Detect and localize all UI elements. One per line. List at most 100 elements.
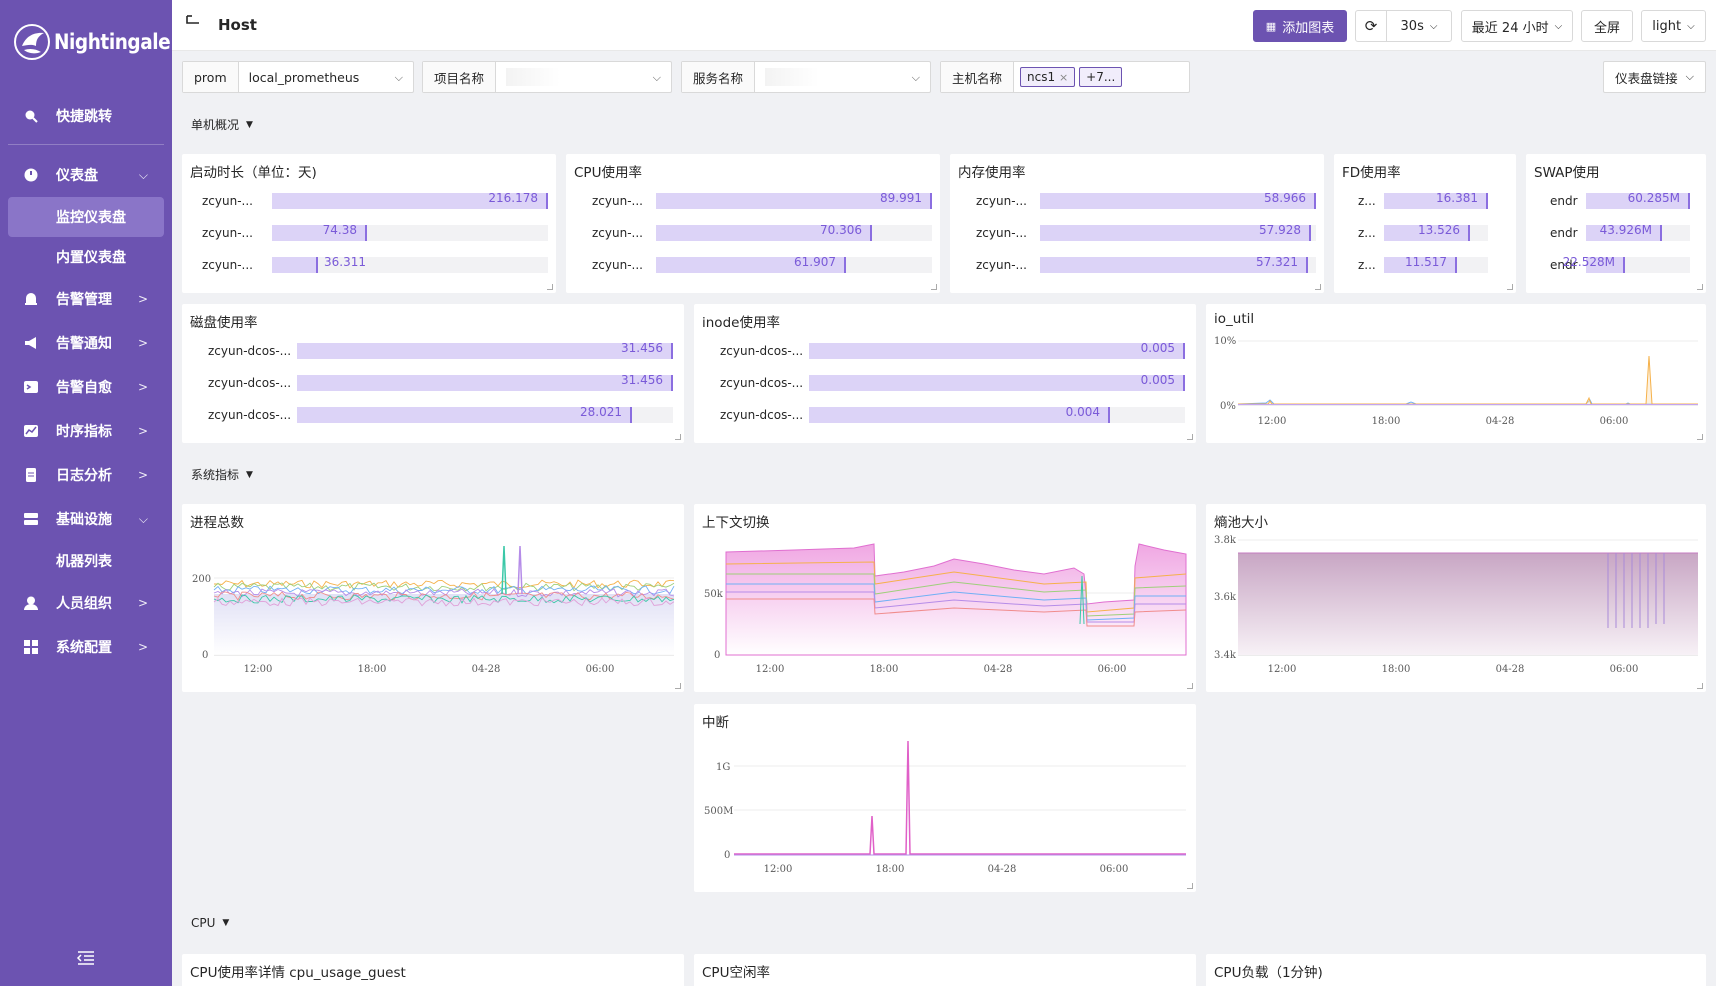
panel-title: 内存使用率 bbox=[958, 165, 1026, 181]
panel-uptime[interactable]: 启动时长（单位：天) zcyun-... 216.178 zcyun-... 74.3… bbox=[182, 154, 556, 293]
refresh-icon: ⟳ bbox=[1364, 17, 1378, 35]
resize-handle[interactable] bbox=[675, 434, 681, 440]
context-switch-chart[interactable]: 50k 0 12:00 18:00 04-28 06:00 bbox=[694, 504, 1196, 692]
time-range-select[interactable]: 最近 24 小时 ⌵ bbox=[1461, 10, 1573, 42]
host-more-tag[interactable]: +7... bbox=[1079, 67, 1123, 87]
section-overview[interactable]: 单机概况 ▼ bbox=[191, 116, 253, 133]
sidebar-item-alert-notify[interactable]: 告警通知 > bbox=[0, 321, 172, 365]
sidebar-item-logs[interactable]: 日志分析 > bbox=[0, 453, 172, 497]
dashboard-icon bbox=[24, 168, 38, 182]
panel-process-total[interactable]: 进程总数 200 0 12:00 18:00 04-28 06:00 bbox=[182, 504, 684, 692]
host-filter[interactable]: 主机名称 ncs1 × +7... bbox=[940, 61, 1190, 93]
dashboard-link-button[interactable]: 仪表盘链接 ⌵ bbox=[1603, 61, 1706, 93]
bar-fill bbox=[272, 257, 318, 273]
x-tick-label: 12:00 bbox=[764, 864, 793, 875]
entropy-chart[interactable]: 3.8k 3.6k 3.4k 12:00 18:00 04-28 06:00 bbox=[1206, 504, 1706, 692]
bar-fill bbox=[1586, 225, 1662, 241]
close-icon[interactable]: × bbox=[1058, 71, 1069, 84]
panel-disk-usage[interactable]: 磁盘使用率 zcyun-dcos-... 31.456 zcyun-dcos-...… bbox=[182, 304, 684, 443]
panel-cpu-idle[interactable]: CPU空闲率 bbox=[694, 954, 1196, 986]
datasource-filter[interactable]: prom local_prometheus ⌵ bbox=[182, 61, 414, 93]
bar-fill bbox=[272, 193, 548, 209]
bar-row: zcyun-dcos-... 0.005 bbox=[694, 372, 1196, 394]
add-chart-button[interactable]: ▦ 添加图表 bbox=[1253, 10, 1347, 42]
bar-fill bbox=[1586, 257, 1625, 273]
page-title: Host bbox=[218, 16, 257, 34]
bar-fill bbox=[1586, 193, 1690, 209]
panel-title: CPU使用率 bbox=[574, 165, 642, 181]
sidebar-item-alert-selfheal[interactable]: 告警自愈 > bbox=[0, 365, 172, 409]
resize-handle[interactable] bbox=[547, 284, 553, 290]
x-tick-label: 18:00 bbox=[1372, 416, 1401, 427]
resize-handle[interactable] bbox=[1697, 683, 1703, 689]
host-tag[interactable]: ncs1 × bbox=[1020, 67, 1076, 87]
bar-track bbox=[297, 375, 673, 391]
fullscreen-button[interactable]: 全屏 bbox=[1581, 10, 1633, 42]
datasource-select[interactable]: local_prometheus ⌵ bbox=[239, 62, 413, 92]
x-tick-label: 06:00 bbox=[1600, 416, 1629, 427]
y-tick-label: 0 bbox=[724, 850, 730, 861]
theme-select[interactable]: light ⌵ bbox=[1641, 10, 1706, 42]
bar-fill bbox=[809, 343, 1185, 359]
collapse-menu-icon[interactable] bbox=[76, 950, 96, 966]
panel-cpu-guest[interactable]: CPU使用率详情 cpu_usage_guest bbox=[182, 954, 684, 986]
bar-row: zcyun-... 61.907 bbox=[566, 254, 940, 276]
resize-handle[interactable] bbox=[1315, 284, 1321, 290]
resize-handle[interactable] bbox=[1507, 284, 1513, 290]
back-icon[interactable] bbox=[184, 14, 202, 32]
panel-io-util[interactable]: io_util 10% 0% 12:00 18:00 04-28 06:00 bbox=[1206, 304, 1706, 443]
panel-interrupts[interactable]: 中断 1G 500M 0 12:00 18:00 04-28 06:00 bbox=[694, 704, 1196, 892]
service-filter[interactable]: 服务名称 ⌵ bbox=[681, 61, 931, 93]
sidebar-item-quick-jump[interactable]: 快捷跳转 bbox=[0, 92, 172, 140]
panel-fd-usage[interactable]: FD使用率 z... 16.381 z... 13.526 z... 11.517 bbox=[1334, 154, 1516, 293]
sidebar-item-monitor-dashboard[interactable]: 监控仪表盘 bbox=[8, 197, 164, 237]
section-title: CPU bbox=[191, 916, 216, 930]
panel-title: CPU空闲率 bbox=[702, 965, 770, 981]
resize-handle[interactable] bbox=[1187, 883, 1193, 889]
project-select[interactable]: ⌵ bbox=[496, 62, 671, 92]
panel-cpu-load[interactable]: CPU负载（1分钟) bbox=[1206, 954, 1706, 986]
bar-row: endr 43.926M bbox=[1526, 222, 1706, 244]
sidebar-item-users[interactable]: 人员组织 > bbox=[0, 581, 172, 625]
bar-value: 60.285M bbox=[1627, 191, 1680, 205]
panel-entropy[interactable]: 熵池大小 3.8k 3.6k 3.4k 12:00 18:00 04-28 06… bbox=[1206, 504, 1706, 692]
resize-handle[interactable] bbox=[1187, 683, 1193, 689]
panel-swap-usage[interactable]: SWAP使用 endr 60.285M endr 43.926M endr 22.528M bbox=[1526, 154, 1706, 293]
panel-mem-usage[interactable]: 内存使用率 zcyun-... 58.966 zcyun-... 57.928 zcyu… bbox=[950, 154, 1324, 293]
host-select[interactable]: ncs1 × +7... bbox=[1014, 62, 1189, 92]
bar-value: 61.907 bbox=[794, 255, 836, 269]
section-cpu[interactable]: CPU ▼ bbox=[191, 916, 229, 930]
service-select[interactable]: ⌵ bbox=[755, 62, 930, 92]
datasource-type: prom bbox=[183, 62, 239, 92]
process-series-line bbox=[213, 594, 675, 604]
project-filter[interactable]: 项目名称 ⌵ bbox=[422, 61, 672, 93]
refresh-button[interactable]: ⟳ bbox=[1355, 10, 1387, 42]
resize-handle[interactable] bbox=[1187, 434, 1193, 440]
sidebar-item-dashboard[interactable]: 仪表盘 ⌵ bbox=[0, 153, 172, 197]
sidebar-item-metrics[interactable]: 时序指标 > bbox=[0, 409, 172, 453]
bar-fill bbox=[297, 343, 673, 359]
refresh-interval-select[interactable]: 30s ⌵ bbox=[1386, 10, 1452, 42]
interrupts-chart[interactable]: 1G 500M 0 12:00 18:00 04-28 06:00 bbox=[694, 704, 1196, 892]
panel-context-switch[interactable]: 上下文切换 50k 0 12:00 18:00 04-28 06:00 bbox=[694, 504, 1196, 692]
panel-cpu-usage[interactable]: CPU使用率 zcyun-... 89.991 zcyun-... 70.306 zcy… bbox=[566, 154, 940, 293]
process-total-chart[interactable]: 200 0 12:00 18:00 04-28 06:00 bbox=[182, 504, 684, 692]
section-system[interactable]: 系统指标 ▼ bbox=[191, 466, 253, 483]
x-tick-label: 18:00 bbox=[358, 664, 387, 675]
io-util-chart[interactable]: 10% 0% 12:00 18:00 04-28 06:00 bbox=[1206, 304, 1706, 443]
sidebar-item-machine-list[interactable]: 机器列表 bbox=[0, 541, 172, 581]
sidebar-item-system-config[interactable]: 系统配置 > bbox=[0, 625, 172, 669]
logo[interactable]: Nightingale bbox=[14, 22, 186, 62]
sidebar-item-alert-manage[interactable]: 告警管理 > bbox=[0, 277, 172, 321]
section-title: 系统指标 bbox=[191, 468, 240, 482]
sidebar-item-builtin-dashboard[interactable]: 内置仪表盘 bbox=[0, 237, 172, 277]
resize-handle[interactable] bbox=[931, 284, 937, 290]
resize-handle[interactable] bbox=[1697, 434, 1703, 440]
resize-handle[interactable] bbox=[1697, 284, 1703, 290]
sidebar-divider bbox=[8, 144, 164, 145]
sidebar-item-infra[interactable]: 基础设施 ⌵ bbox=[0, 497, 172, 541]
bar-fill bbox=[809, 407, 1110, 423]
terminal-icon bbox=[24, 380, 38, 394]
panel-inode-usage[interactable]: inode使用率 zcyun-dcos-... 0.005 zcyun-dcos-.… bbox=[694, 304, 1196, 443]
resize-handle[interactable] bbox=[675, 683, 681, 689]
